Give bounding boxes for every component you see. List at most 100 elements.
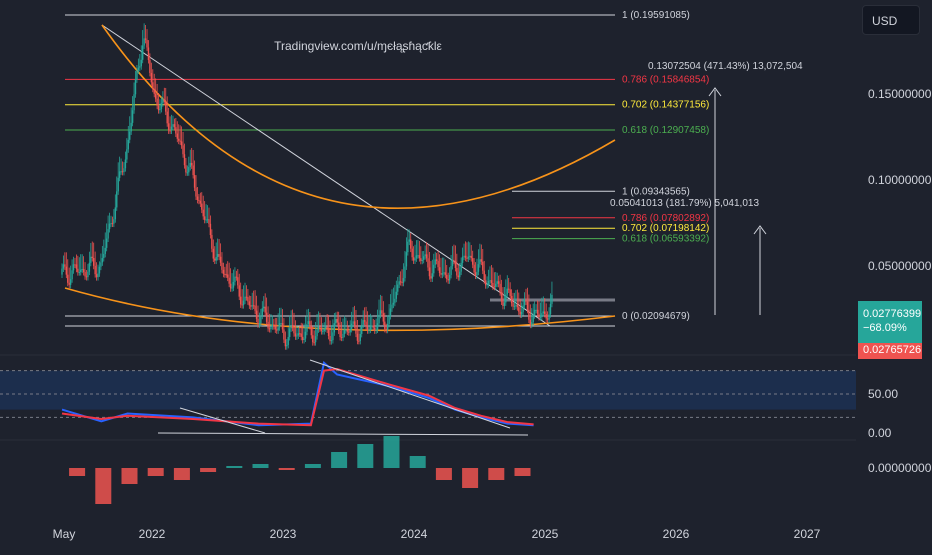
candle-body — [520, 311, 523, 315]
candle-body — [446, 274, 448, 279]
candle-body — [323, 328, 325, 332]
candle-body — [74, 264, 76, 266]
candle-body — [369, 326, 372, 330]
candle-body — [221, 262, 223, 270]
candle-body — [103, 253, 105, 259]
candle-body — [196, 196, 199, 200]
candle-body — [437, 260, 439, 268]
candle-body — [397, 284, 399, 292]
candle-body — [104, 247, 106, 254]
candle-body — [526, 301, 529, 310]
histogram-bar — [121, 468, 138, 484]
y-tick-label: 0.15000000 — [868, 87, 932, 101]
candle-body — [166, 111, 168, 124]
candle-body — [460, 262, 462, 272]
candle-body — [399, 281, 402, 283]
candle-body — [290, 324, 292, 329]
candle-body — [286, 344, 288, 347]
candle-body — [156, 98, 158, 106]
candle-body — [532, 315, 534, 323]
candle-body — [371, 325, 373, 327]
candle-body — [274, 326, 276, 330]
y-tick-label: 0.10000000 — [868, 173, 932, 187]
rsi-series-line — [61, 360, 534, 427]
fib-level-label: 0.702 (0.07198142) — [622, 223, 709, 234]
x-tick-label: 2023 — [270, 527, 297, 541]
candle-body — [114, 207, 117, 220]
candle-body — [65, 266, 68, 275]
candle-body — [440, 273, 442, 275]
candle-body — [62, 264, 65, 269]
candle-body — [337, 322, 340, 331]
candle-body — [447, 278, 449, 281]
candle-body — [533, 309, 536, 316]
candle-body — [141, 45, 144, 60]
candle-body — [219, 256, 222, 263]
candle-body — [482, 261, 484, 271]
candle-body — [484, 280, 487, 286]
price-badge-change: −68.09% — [863, 322, 907, 334]
candle-body — [366, 326, 369, 331]
y-tick-label: 0.05000000 — [868, 259, 932, 273]
candle-body — [330, 340, 333, 342]
candle-body — [415, 255, 418, 259]
candle-body — [448, 274, 451, 281]
candle-body — [189, 162, 191, 168]
candle-body — [425, 254, 428, 259]
candle-body — [186, 172, 189, 174]
candle-body — [263, 306, 265, 309]
candle-body — [519, 311, 521, 315]
candle-body — [381, 310, 383, 314]
candle-body — [244, 296, 246, 301]
candle-body — [506, 288, 508, 295]
candle-body — [379, 310, 382, 315]
candle-body — [87, 271, 89, 278]
histogram-bar — [147, 468, 164, 476]
candle-body — [405, 252, 408, 267]
candle-body — [270, 326, 272, 330]
candle-body — [525, 300, 527, 302]
histogram-bar — [69, 468, 86, 476]
candle-body — [518, 307, 520, 312]
candle-body — [434, 259, 436, 265]
candle-body — [363, 320, 366, 322]
candle-body — [195, 187, 197, 197]
candle-body — [502, 301, 504, 306]
candle-body — [134, 79, 137, 95]
candle-body — [388, 316, 390, 324]
candle-body — [358, 340, 360, 342]
candle-body — [312, 335, 314, 343]
candle-body — [84, 272, 86, 277]
candle-body — [229, 283, 232, 289]
candle-body — [212, 248, 215, 259]
candle-body — [335, 319, 337, 324]
candle-body — [350, 323, 353, 329]
candle-body — [402, 278, 405, 283]
candle-body — [93, 258, 95, 266]
price-badge-price: 0.02776399 — [863, 308, 922, 320]
candle-body — [118, 171, 121, 178]
candle-body — [276, 329, 278, 331]
candle-body — [345, 329, 347, 331]
candle-body — [515, 305, 517, 307]
candle-body — [188, 167, 190, 173]
candle-body — [464, 255, 467, 258]
candle-body — [154, 93, 157, 99]
candle-body — [376, 323, 379, 330]
candle-body — [283, 329, 285, 340]
candle-body — [343, 330, 346, 334]
candle-body — [176, 133, 178, 139]
histogram-bar — [435, 468, 452, 480]
candle-body — [211, 235, 213, 249]
candle-body — [88, 262, 91, 272]
candle-body — [258, 323, 261, 325]
candle-body — [470, 255, 472, 259]
candle-body — [483, 270, 485, 281]
histogram-bar — [173, 468, 190, 480]
currency-selector[interactable]: USD — [862, 5, 920, 35]
candle-body — [500, 292, 503, 302]
fib-level-label: 0.702 (0.14377156) — [622, 100, 709, 111]
candle-body — [441, 273, 444, 275]
